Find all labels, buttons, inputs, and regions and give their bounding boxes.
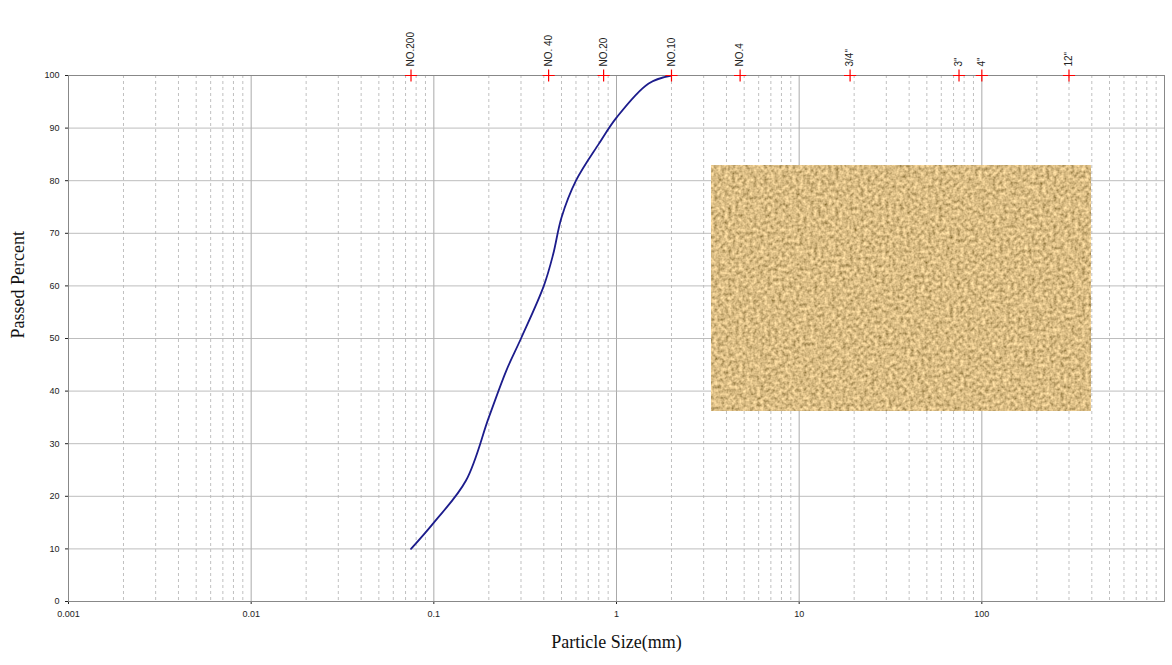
svg-text:50: 50 (49, 333, 59, 343)
svg-text:NO.200: NO.200 (405, 32, 416, 67)
svg-text:0.001: 0.001 (57, 609, 80, 619)
svg-text:0.1: 0.1 (428, 609, 441, 619)
svg-text:0: 0 (54, 596, 59, 606)
svg-text:1: 1 (614, 609, 619, 619)
svg-text:10: 10 (794, 609, 804, 619)
svg-text:0.01: 0.01 (242, 609, 260, 619)
svg-text:NO.4: NO.4 (734, 43, 745, 67)
svg-text:40: 40 (49, 386, 59, 396)
svg-text:NO. 40: NO. 40 (543, 34, 554, 66)
svg-text:10: 10 (49, 544, 59, 554)
svg-text:20: 20 (49, 491, 59, 501)
svg-text:80: 80 (49, 176, 59, 186)
svg-text:3/4": 3/4" (844, 49, 855, 67)
svg-text:100: 100 (974, 609, 989, 619)
svg-text:3": 3" (953, 57, 964, 67)
svg-text:12": 12" (1063, 51, 1074, 66)
svg-text:70: 70 (49, 228, 59, 238)
svg-text:NO.20: NO.20 (598, 37, 609, 66)
svg-text:30: 30 (49, 439, 59, 449)
svg-text:100: 100 (44, 70, 59, 80)
svg-text:4": 4" (976, 57, 987, 67)
svg-text:60: 60 (49, 281, 59, 291)
svg-text:NO.10: NO.10 (666, 37, 677, 66)
svg-text:90: 90 (49, 123, 59, 133)
svg-text:Particle Size(mm): Particle Size(mm) (551, 632, 681, 653)
svg-text:Passed Percent: Passed Percent (8, 231, 28, 338)
